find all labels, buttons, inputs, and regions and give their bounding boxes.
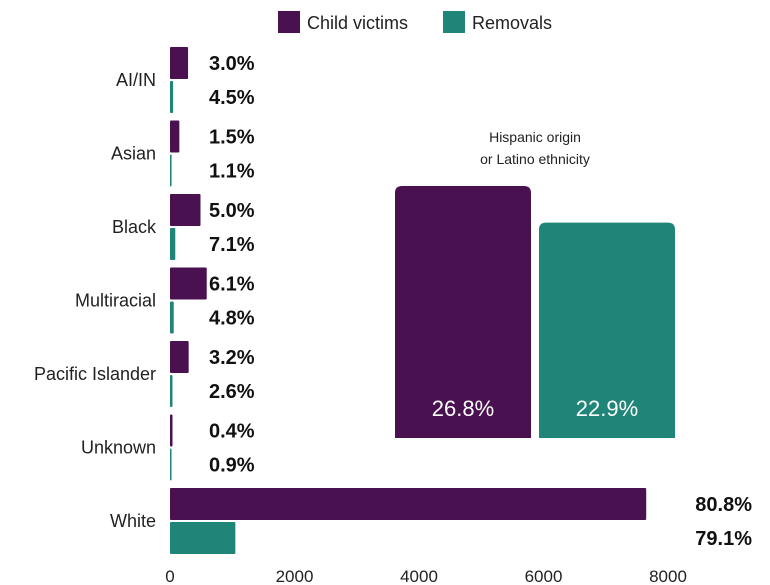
- category-label-multiracial: Multiracial: [75, 291, 156, 311]
- hispanic-value-label-removals: 22.9%: [576, 396, 638, 421]
- category-label-unknown: Unknown: [81, 438, 156, 458]
- data-label-child-victims-black: 5.0%: [209, 200, 255, 222]
- bar-child-victims-asian: [170, 120, 180, 153]
- bar-removals-asian: [170, 154, 172, 187]
- category-label-ai-in: AI/IN: [116, 70, 156, 90]
- bar-removals-ai-in: [170, 81, 174, 113]
- hispanic-bar-removals: [539, 222, 675, 438]
- legend: Child victims Removals: [278, 11, 552, 33]
- x-tick-label-0: 0: [165, 567, 174, 585]
- legend-label-child-victims: Child victims: [307, 13, 408, 33]
- x-tick-label-4000: 4000: [400, 567, 438, 585]
- legend-label-removals: Removals: [472, 13, 552, 33]
- category-label-asian: Asian: [111, 144, 156, 164]
- main-bar-plot: AI/IN 3.0% 4.5% Asian 1.5% 1.1% Black 5.0% 7.1% M…: [34, 47, 752, 585]
- legend-swatch-child-victims: [278, 11, 300, 33]
- data-label-child-victims-unknown: 0.4%: [209, 421, 255, 443]
- hispanic-bar-child-victims: [395, 186, 531, 438]
- hispanic-title-line-2: or Latino ethnicity: [480, 151, 590, 167]
- bar-child-victims-pacific-islander: [170, 341, 189, 373]
- bar-child-victims-ai-in: [170, 47, 189, 79]
- category-label-black: Black: [112, 217, 157, 237]
- data-label-removals-unknown: 0.9%: [209, 455, 255, 477]
- x-tick-label-2000: 2000: [276, 567, 314, 585]
- bar-child-victims-black: [170, 194, 201, 226]
- data-label-removals-ai-in: 4.5%: [209, 87, 255, 109]
- data-label-child-victims-asian: 1.5%: [209, 127, 255, 149]
- hispanic-inset-chart: Hispanic origin or Latino ethnicity 26.8…: [395, 129, 675, 438]
- data-label-child-victims-pacific-islander: 3.2%: [209, 347, 255, 369]
- bar-child-victims-white: [170, 488, 647, 520]
- bar-removals-white: [170, 522, 236, 554]
- data-label-child-victims-multiracial: 6.1%: [209, 274, 255, 296]
- data-label-removals-pacific-islander: 2.6%: [209, 381, 255, 403]
- bar-child-victims-multiracial: [170, 267, 207, 300]
- hispanic-value-label-child-victims: 26.8%: [432, 396, 494, 421]
- category-label-white: White: [110, 511, 156, 531]
- data-label-removals-asian: 1.1%: [209, 161, 255, 183]
- data-label-removals-black: 7.1%: [209, 234, 255, 256]
- bar-child-victims-unknown: [170, 414, 173, 447]
- data-label-removals-white: 79.1%: [695, 528, 752, 550]
- bar-removals-black: [170, 228, 176, 260]
- bar-removals-multiracial: [170, 301, 174, 334]
- data-label-child-victims-white: 80.8%: [695, 494, 752, 516]
- legend-swatch-removals: [443, 11, 465, 33]
- x-tick-label-8000: 8000: [649, 567, 687, 585]
- category-label-pacific-islander: Pacific Islander: [34, 364, 156, 384]
- x-tick-label-6000: 6000: [525, 567, 563, 585]
- data-label-child-victims-ai-in: 3.0%: [209, 53, 255, 75]
- bar-removals-unknown: [170, 448, 172, 481]
- hispanic-title-line-1: Hispanic origin: [489, 129, 581, 145]
- bar-removals-pacific-islander: [170, 375, 173, 407]
- data-label-removals-multiracial: 4.8%: [209, 308, 255, 330]
